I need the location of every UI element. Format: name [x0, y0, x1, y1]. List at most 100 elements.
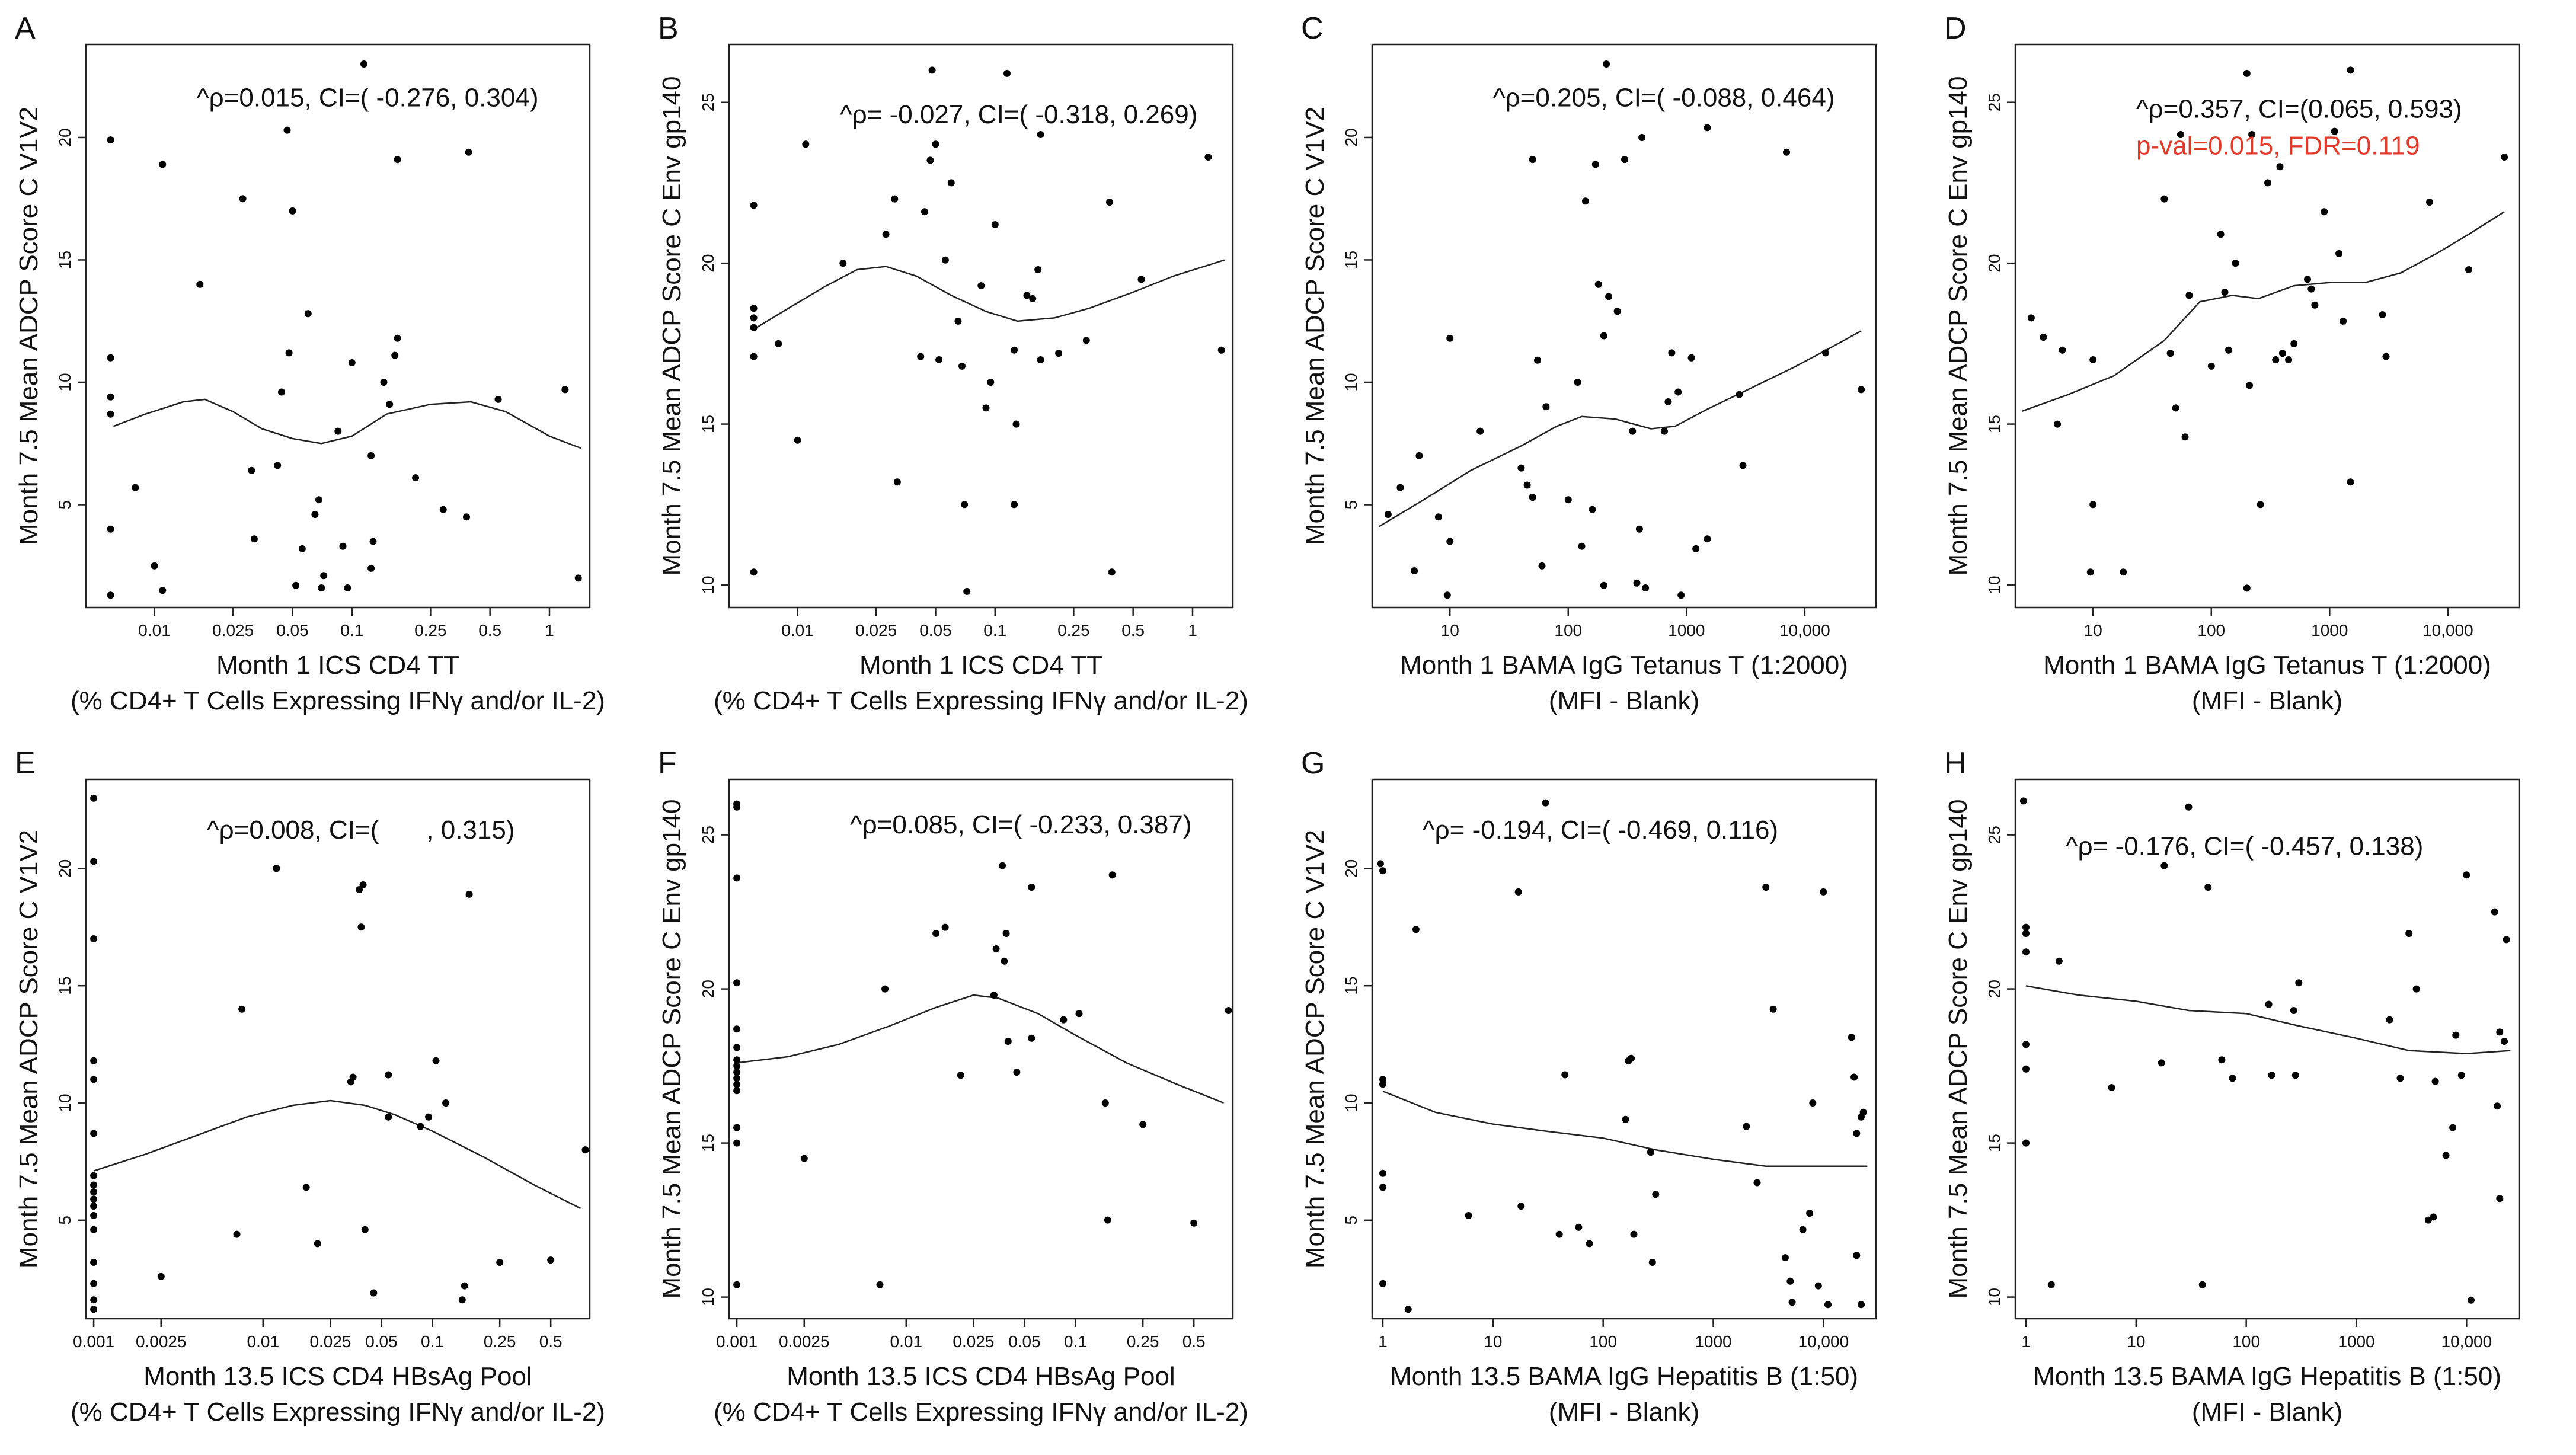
data-point	[733, 1075, 741, 1082]
significance-annotation: p-val=0.015, FDR=0.119	[2136, 132, 2420, 161]
data-point	[1692, 545, 1700, 552]
data-point	[982, 404, 990, 412]
data-point	[1858, 1301, 1865, 1309]
data-point	[298, 545, 306, 552]
data-point	[2347, 66, 2354, 74]
data-point	[1055, 350, 1063, 357]
data-point	[999, 862, 1006, 869]
x-tick-label: 1	[1188, 621, 1197, 639]
data-point	[90, 794, 98, 802]
data-point	[1523, 481, 1531, 489]
panel-e: E 0.001 0.0025 0.01 0.025 0.05 0.1 0.25 0.5 5 10 15…	[14, 746, 605, 1427]
data-point	[2181, 433, 2189, 441]
data-point	[2172, 404, 2179, 412]
x-tick-label: 0.01	[247, 1332, 280, 1351]
data-point	[733, 1139, 741, 1147]
data-point	[1011, 501, 1018, 509]
data-point	[941, 923, 949, 931]
data-point	[2257, 501, 2264, 509]
data-point	[385, 1071, 392, 1079]
data-point	[1379, 867, 1386, 875]
data-point	[425, 1113, 433, 1121]
data-point	[1075, 1010, 1083, 1018]
x-axis-label: Month 13.5 BAMA IgG Hepatitis B (1:50)	[1390, 1362, 1858, 1391]
data-point	[574, 574, 582, 582]
data-point	[1589, 506, 1596, 513]
data-point	[2204, 884, 2212, 891]
data-point	[958, 362, 966, 370]
data-point	[367, 452, 375, 459]
data-point	[1586, 1240, 1593, 1248]
data-point	[891, 195, 899, 203]
data-point	[932, 140, 939, 148]
data-point	[733, 803, 741, 811]
data-point	[1574, 379, 1581, 386]
plot-frame	[85, 43, 591, 609]
x-axis-sublabel: (% CD4+ T Cells Expressing IFNγ and/or I…	[714, 1398, 1248, 1427]
data-point	[733, 1124, 741, 1131]
data-point	[750, 324, 758, 331]
data-point	[2463, 871, 2470, 879]
data-point	[1411, 567, 1418, 574]
data-point	[334, 427, 342, 435]
data-point	[928, 66, 936, 74]
x-axis-sublabel: (MFI - Blank)	[1549, 686, 1699, 715]
data-point	[278, 388, 285, 396]
data-point	[2491, 908, 2498, 916]
data-point	[1139, 1121, 1147, 1128]
x-tick-label: 0.001	[73, 1332, 114, 1351]
data-point	[733, 979, 741, 987]
y-tick-label: 25	[1985, 93, 2003, 111]
x-axis-sublabel: (% CD4+ T Cells Expressing IFNγ and/or I…	[714, 686, 1248, 715]
data-point	[2232, 260, 2239, 267]
data-point	[2160, 862, 2168, 869]
x-tick-label: 10	[2127, 1332, 2145, 1351]
panel-d: D 10 100 1000 10,000 10 15 20 25 Month 7.5 Mean A…	[1944, 11, 2520, 715]
data-point	[1013, 1069, 1021, 1076]
data-point	[2426, 199, 2433, 206]
panel-letter: G	[1301, 746, 1325, 781]
data-point	[2340, 317, 2347, 325]
x-tick-label: 0.1	[983, 621, 1006, 639]
data-point	[1379, 1080, 1386, 1088]
data-point	[318, 584, 325, 591]
data-point	[157, 1272, 165, 1280]
x-tick-label: 0.0025	[136, 1332, 187, 1351]
panel-c: C 10 100 1000 10,000 5 10 15 20 Month 7.5 Mean AD…	[1300, 11, 1877, 715]
data-point	[394, 156, 401, 164]
data-point	[90, 1172, 98, 1179]
data-point	[314, 1240, 321, 1248]
x-axis-label: Month 13.5 ICS CD4 HBsAg Pool	[787, 1362, 1175, 1391]
data-point	[1642, 584, 1650, 591]
data-point	[1404, 1306, 1412, 1313]
data-point	[1824, 1301, 1832, 1309]
data-point	[2276, 163, 2284, 171]
data-point	[196, 280, 204, 288]
x-tick-label: 1000	[2338, 1332, 2374, 1351]
data-point	[439, 506, 447, 513]
y-tick-label: 15	[699, 1134, 717, 1152]
data-point	[1446, 334, 1454, 342]
data-point	[1376, 860, 1384, 868]
smooth-curve	[2021, 211, 2505, 412]
data-point	[367, 564, 375, 572]
data-point	[2022, 1065, 2030, 1073]
data-point	[794, 436, 801, 444]
data-point	[348, 359, 356, 366]
data-point	[1613, 308, 1621, 315]
data-point	[947, 179, 955, 187]
data-point	[1028, 884, 1035, 891]
data-point	[1434, 513, 1442, 521]
data-point	[2501, 154, 2508, 161]
data-point	[274, 462, 282, 469]
y-tick-label: 20	[1985, 980, 2003, 998]
data-point	[90, 935, 98, 942]
data-point	[2291, 1072, 2299, 1079]
data-point	[1633, 579, 1641, 587]
data-point	[2501, 1038, 2508, 1045]
data-point	[2494, 1102, 2501, 1110]
panel-b: B 0.01 0.025 0.05 0.1 0.25 0.5 1 10 15 20 25 Month 7…	[657, 11, 1248, 715]
y-axis-label: Month 7.5 Mean ADCP Score C V1V2	[14, 107, 43, 545]
data-point	[132, 484, 139, 491]
data-point	[2457, 1072, 2465, 1079]
